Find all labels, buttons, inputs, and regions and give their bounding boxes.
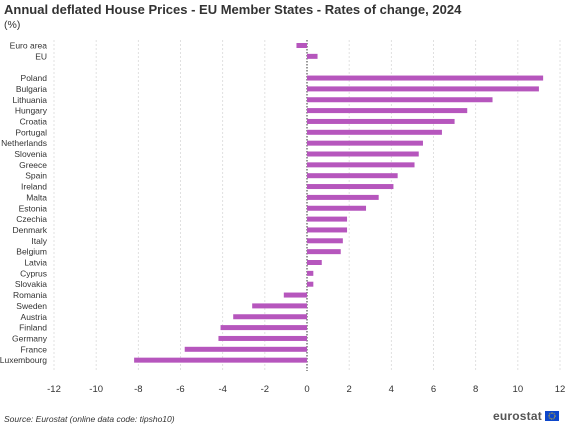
bar (307, 270, 314, 276)
category-label: EU (35, 51, 47, 61)
bar (283, 292, 307, 298)
category-label: Slovenia (14, 149, 47, 159)
bar (307, 162, 415, 168)
bar (307, 53, 318, 59)
category-label: Czechia (16, 214, 47, 224)
category-label: Estonia (19, 203, 48, 213)
x-tick-label: 2 (347, 384, 352, 395)
category-label: Greece (19, 160, 47, 170)
x-tick-label: -6 (176, 384, 184, 395)
category-label: Germany (12, 333, 48, 343)
bar (307, 173, 398, 179)
category-label: Denmark (13, 225, 48, 235)
category-label: Belgium (16, 247, 47, 257)
bar (307, 249, 341, 255)
x-tick-label: 6 (431, 384, 436, 395)
bar (218, 335, 307, 341)
bar-layer (134, 43, 544, 363)
bar (134, 357, 307, 363)
category-label: Spain (25, 171, 47, 181)
bar (307, 118, 455, 124)
x-tick-label: -12 (47, 384, 61, 395)
chart-title: Annual deflated House Prices - EU Member… (4, 2, 462, 17)
x-tick-label: 8 (473, 384, 478, 395)
bar (307, 281, 314, 287)
x-tick-label: 4 (389, 384, 394, 395)
category-label: Malta (26, 192, 47, 202)
eu-flag-icon (544, 411, 559, 421)
category-label: Lithuania (12, 95, 47, 105)
bar (307, 216, 348, 222)
category-label: France (21, 344, 48, 354)
x-tick-label: -8 (134, 384, 142, 395)
bar (252, 303, 307, 309)
bar (307, 140, 423, 146)
category-label: Bulgaria (16, 84, 47, 94)
bar (307, 151, 419, 157)
category-label: Luxembourg (0, 355, 47, 365)
logo-text: eurostat (493, 409, 542, 423)
bar (220, 325, 307, 331)
category-label: Finland (19, 323, 47, 333)
category-label: Hungary (15, 106, 48, 116)
x-tick-label: 10 (513, 384, 524, 395)
bar (184, 346, 307, 352)
source-note: Source: Eurostat (online data code: tips… (4, 414, 175, 424)
x-tick-label: 12 (555, 384, 566, 395)
category-label: Slovakia (15, 279, 47, 289)
category-label: Cyprus (20, 268, 47, 278)
bar (307, 260, 322, 265)
chart-subtitle: (%) (4, 19, 21, 31)
x-axis-ticks: -12 -10 -8 -6 -4 -2 0 2 4 6 8 10 12 (47, 384, 565, 395)
grid-layer (53, 40, 561, 371)
bar (307, 238, 343, 244)
bar (296, 43, 307, 48)
category-label: Poland (21, 73, 48, 83)
category-label: Romania (13, 290, 47, 300)
bar (307, 86, 539, 92)
category-label: Ireland (21, 182, 47, 192)
category-label: Italy (31, 236, 47, 246)
category-label: Sweden (16, 301, 47, 311)
category-label: Croatia (20, 116, 48, 126)
category-label: Euro area (10, 41, 48, 51)
bar (307, 184, 394, 190)
bar (307, 108, 468, 114)
bar (307, 129, 442, 135)
bar (307, 227, 348, 233)
x-tick-label: -10 (89, 384, 103, 395)
category-label: Portugal (15, 127, 47, 137)
eurostat-logo: eurostat (493, 409, 559, 423)
bar (233, 314, 307, 320)
x-tick-label: 0 (304, 384, 309, 395)
bar (307, 97, 493, 103)
bar (307, 194, 379, 200)
category-label: Netherlands (1, 138, 47, 148)
x-tick-label: -2 (261, 384, 269, 395)
x-tick-label: -4 (218, 384, 226, 395)
bar (307, 205, 367, 211)
category-label: Latvia (24, 258, 47, 268)
category-label: Austria (21, 312, 48, 322)
bar (307, 75, 544, 81)
